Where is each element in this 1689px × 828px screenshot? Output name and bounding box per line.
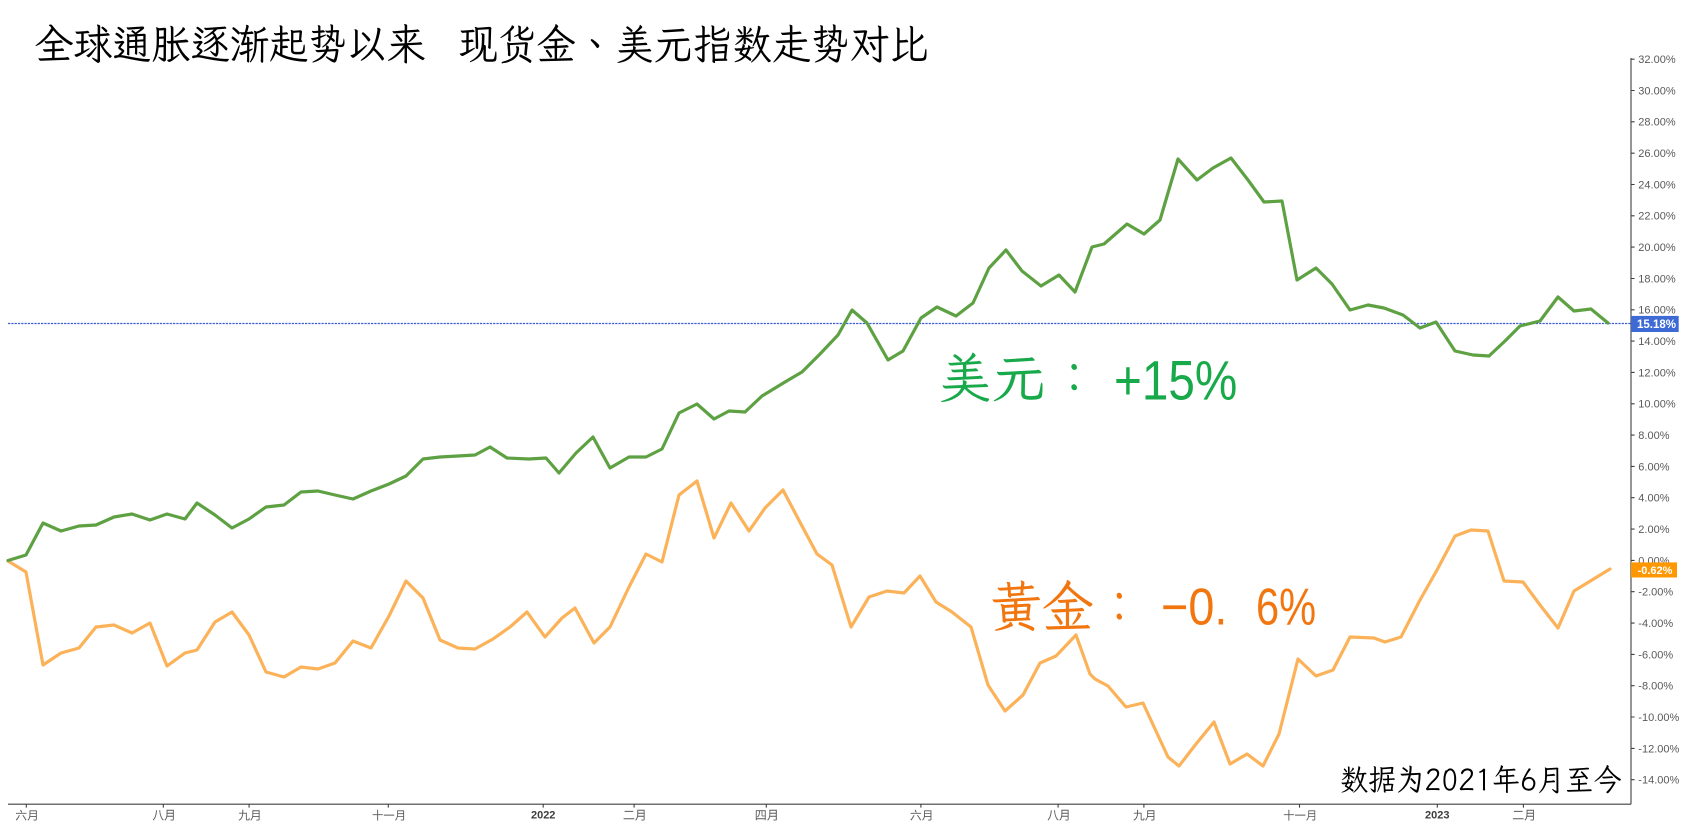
svg-text:8.00%: 8.00%	[1638, 430, 1669, 442]
svg-text:30.00%: 30.00%	[1638, 85, 1676, 97]
svg-text:6.00%: 6.00%	[1638, 461, 1669, 473]
svg-text:28.00%: 28.00%	[1638, 117, 1676, 129]
svg-text:-4.00%: -4.00%	[1638, 618, 1673, 630]
svg-text:2.00%: 2.00%	[1638, 524, 1669, 536]
svg-text:32.00%: 32.00%	[1638, 54, 1676, 66]
svg-text:6%: 6%	[1256, 577, 1316, 636]
svg-text:-12.00%: -12.00%	[1638, 743, 1679, 755]
svg-text:10.00%: 10.00%	[1638, 399, 1676, 411]
svg-text:16.00%: 16.00%	[1638, 305, 1676, 317]
svg-text:26.00%: 26.00%	[1638, 148, 1676, 160]
svg-text:22.00%: 22.00%	[1638, 211, 1676, 223]
svg-text:-8.00%: -8.00%	[1638, 681, 1673, 693]
svg-text:-14.00%: -14.00%	[1638, 775, 1679, 787]
svg-text:15.18%: 15.18%	[1637, 319, 1676, 331]
svg-text:2022: 2022	[531, 810, 555, 822]
svg-text:24.00%: 24.00%	[1638, 179, 1676, 191]
svg-text:20.00%: 20.00%	[1638, 242, 1676, 254]
svg-text:-10.00%: -10.00%	[1638, 712, 1679, 724]
svg-text:−0.: −0.	[1161, 578, 1227, 636]
svg-text:-6.00%: -6.00%	[1638, 649, 1673, 661]
svg-text:+15%: +15%	[1114, 350, 1237, 412]
svg-text:12.00%: 12.00%	[1638, 367, 1676, 379]
svg-text:-2.00%: -2.00%	[1638, 587, 1673, 599]
svg-text:14.00%: 14.00%	[1638, 336, 1676, 348]
svg-text:4.00%: 4.00%	[1638, 493, 1669, 505]
svg-text:-0.62%: -0.62%	[1638, 565, 1673, 577]
svg-text:18.00%: 18.00%	[1638, 273, 1676, 285]
svg-text:2023: 2023	[1425, 810, 1449, 822]
